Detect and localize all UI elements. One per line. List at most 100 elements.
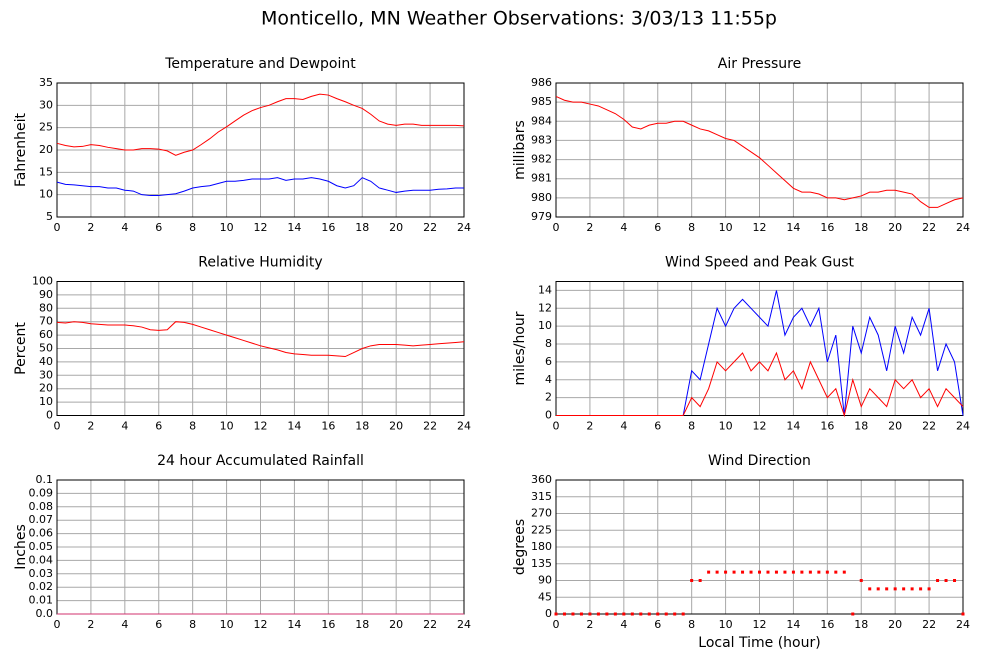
x-tick-label: 12 — [254, 221, 268, 234]
x-tick-label: 6 — [155, 221, 162, 234]
x-tick-label: 6 — [654, 221, 661, 234]
x-tick-label: 20 — [389, 420, 403, 433]
data-point — [639, 612, 643, 616]
x-axis-label: Local Time (hour) — [698, 635, 820, 651]
x-tick-label: 16 — [321, 221, 335, 234]
x-tick-label: 6 — [155, 420, 162, 433]
x-tick-label: 0 — [54, 618, 61, 631]
data-point — [588, 612, 592, 616]
y-tick-label: 0.01 — [29, 594, 54, 607]
data-point — [647, 612, 651, 616]
y-tick-label: 8 — [545, 337, 552, 350]
x-tick-label: 4 — [620, 420, 627, 433]
y-tick-label: 0.07 — [29, 513, 54, 526]
data-point — [766, 570, 770, 574]
y-tick-label: 10 — [39, 188, 53, 201]
x-tick-label: 12 — [254, 618, 268, 631]
data-point — [562, 612, 566, 616]
data-point — [774, 570, 778, 574]
x-tick-label: 10 — [719, 618, 733, 631]
x-tick-label: 2 — [87, 221, 94, 234]
data-point — [817, 570, 821, 574]
y-tick-label: 40 — [39, 355, 53, 368]
subplot-title: Wind Direction — [708, 453, 811, 469]
x-tick-label: 6 — [654, 618, 661, 631]
x-tick-label: 8 — [189, 221, 196, 234]
plot-frame — [56, 82, 465, 218]
data-point — [876, 587, 880, 591]
x-tick-label: 4 — [121, 618, 128, 631]
x-tick-label: 6 — [155, 618, 162, 631]
y-tick-label: 0.02 — [29, 580, 54, 593]
plot-frame — [555, 82, 964, 218]
data-point — [783, 570, 787, 574]
x-tick-label: 14 — [287, 221, 301, 234]
data-point — [664, 612, 668, 616]
y-tick-label: 0.04 — [29, 553, 54, 566]
y-tick-label: 14 — [538, 283, 552, 296]
x-tick-label: 10 — [220, 420, 234, 433]
data-point — [791, 570, 795, 574]
x-tick-label: 10 — [220, 221, 234, 234]
y-tick-label: 982 — [531, 153, 552, 166]
x-tick-label: 4 — [620, 618, 627, 631]
y-tick-label: 10 — [39, 395, 53, 408]
data-point — [724, 570, 728, 574]
y-tick-label: 360 — [531, 473, 552, 486]
x-tick-label: 18 — [355, 420, 369, 433]
data-point — [571, 612, 575, 616]
x-tick-label: 4 — [620, 221, 627, 234]
y-tick-label: 15 — [39, 165, 53, 178]
data-point — [885, 587, 889, 591]
data-point — [596, 612, 600, 616]
x-tick-label: 24 — [956, 420, 970, 433]
y-axis-label: Fahrenheit — [13, 112, 29, 187]
y-tick-label: 985 — [531, 95, 552, 108]
x-tick-label: 2 — [87, 618, 94, 631]
y-tick-label: 0.0 — [36, 607, 54, 620]
y-tick-label: 0.1 — [36, 473, 54, 486]
data-point — [953, 579, 957, 582]
y-tick-label: 80 — [39, 301, 53, 314]
data-point — [808, 570, 812, 574]
x-tick-label: 8 — [688, 420, 695, 433]
x-tick-label: 24 — [457, 618, 471, 631]
y-tick-label: 0 — [545, 607, 552, 620]
x-tick-label: 24 — [457, 420, 471, 433]
data-point — [698, 579, 702, 582]
x-tick-label: 18 — [854, 221, 868, 234]
x-tick-label: 8 — [189, 420, 196, 433]
y-tick-label: 35 — [39, 76, 53, 89]
data-point — [749, 570, 753, 574]
y-tick-label: 0.08 — [29, 500, 54, 513]
x-tick-label: 12 — [753, 221, 767, 234]
data-point — [859, 579, 863, 582]
x-tick-label: 22 — [423, 221, 437, 234]
x-tick-label: 24 — [956, 618, 970, 631]
x-tick-label: 16 — [820, 221, 834, 234]
data-point — [851, 612, 855, 616]
y-tick-label: 0.03 — [29, 567, 54, 580]
y-tick-label: 12 — [538, 301, 552, 314]
subplot-title: 24 hour Accumulated Rainfall — [157, 453, 364, 469]
data-point — [690, 579, 694, 582]
x-tick-label: 20 — [888, 618, 902, 631]
x-tick-label: 2 — [586, 221, 593, 234]
data-line — [56, 177, 464, 197]
y-tick-label: 50 — [39, 342, 53, 355]
x-tick-label: 18 — [854, 618, 868, 631]
x-tick-label: 8 — [688, 221, 695, 234]
y-tick-label: 983 — [531, 133, 552, 146]
x-tick-label: 14 — [287, 420, 301, 433]
y-tick-label: 0 — [545, 409, 552, 422]
x-tick-label: 0 — [54, 420, 61, 433]
y-tick-label: 135 — [531, 557, 552, 570]
data-point — [902, 587, 906, 591]
x-tick-label: 0 — [553, 221, 560, 234]
x-tick-label: 20 — [888, 221, 902, 234]
y-tick-label: 980 — [531, 191, 552, 204]
y-tick-label: 979 — [531, 210, 552, 223]
x-tick-label: 14 — [786, 618, 800, 631]
data-point — [622, 612, 626, 616]
y-tick-label: 20 — [39, 382, 53, 395]
